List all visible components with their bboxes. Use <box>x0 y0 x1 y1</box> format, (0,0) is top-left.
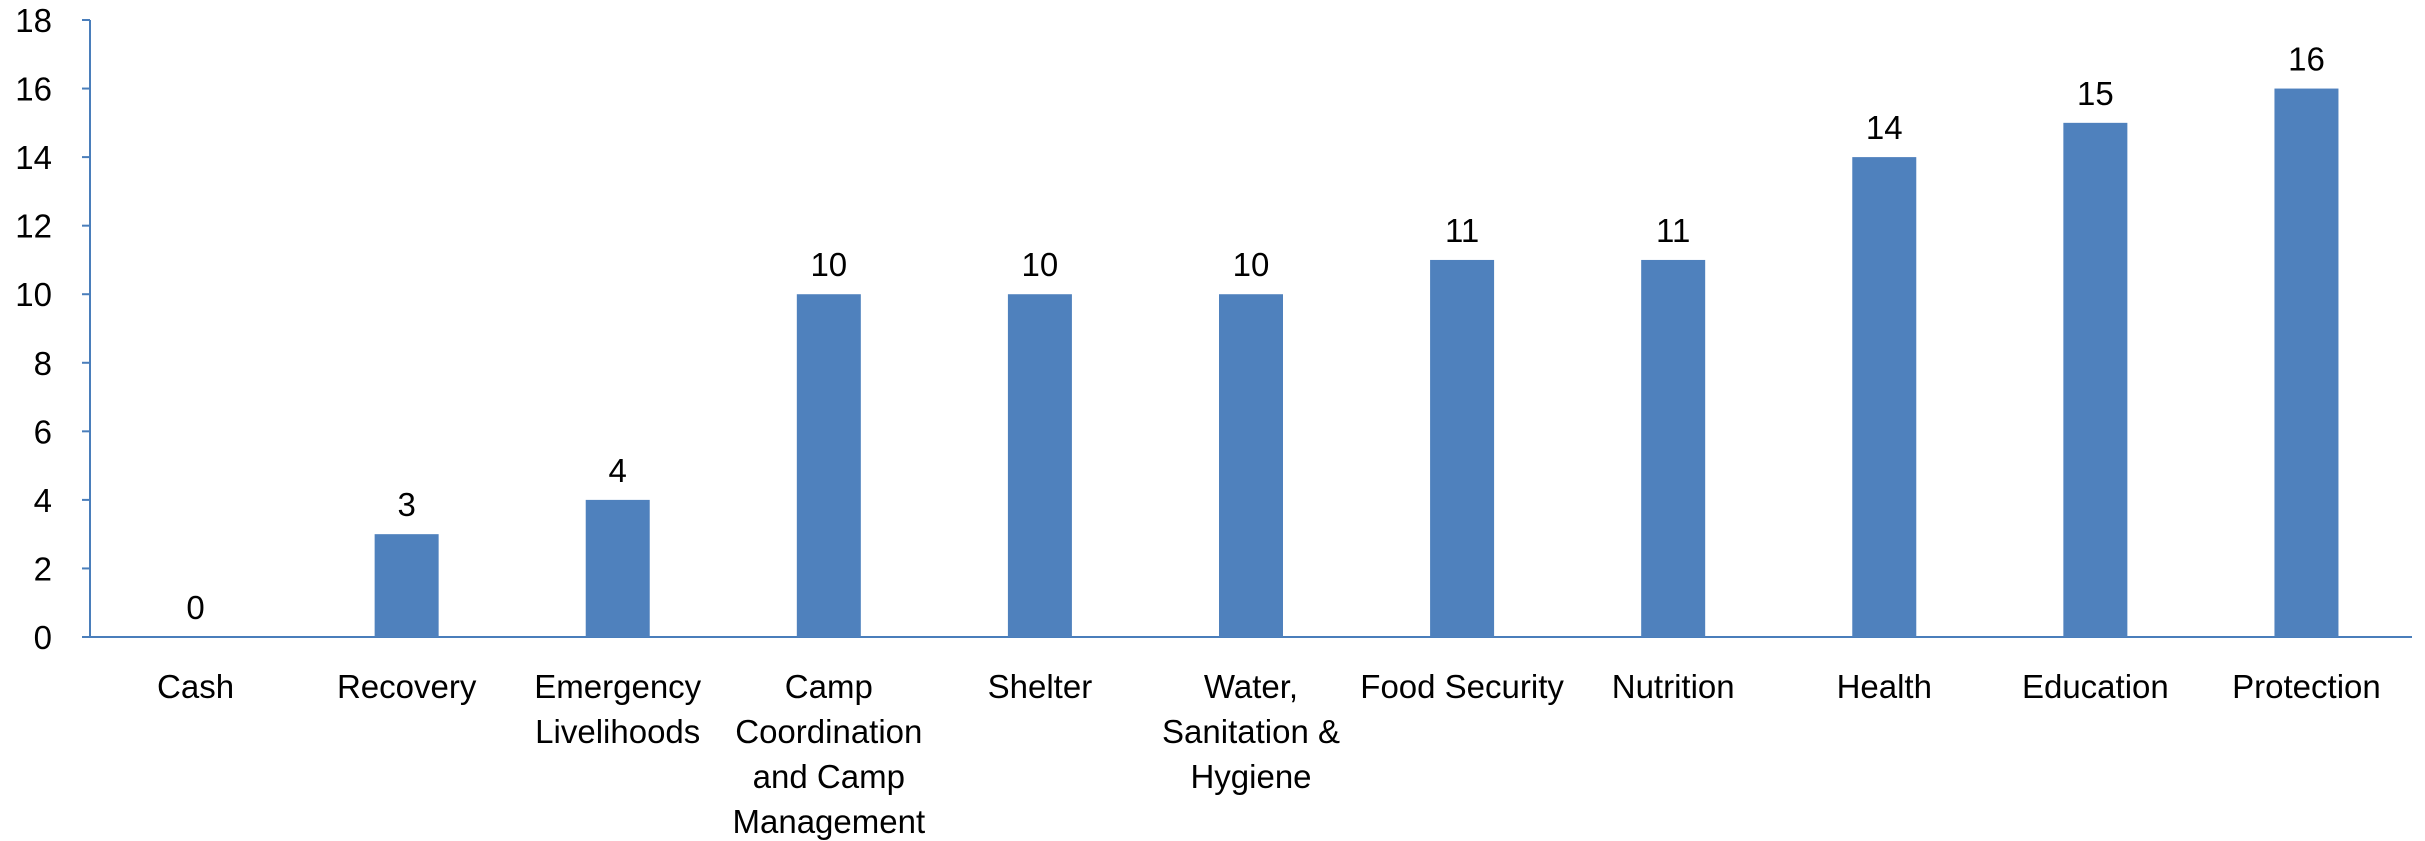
bar <box>585 499 650 637</box>
y-tick-label: 18 <box>15 2 52 39</box>
bar <box>374 534 439 637</box>
x-tick-label: Recovery <box>337 668 477 705</box>
data-label: 10 <box>1022 246 1059 283</box>
bar <box>1007 294 1072 637</box>
y-tick-label: 12 <box>15 208 52 245</box>
x-tick-label: Protection <box>2232 668 2381 705</box>
data-label: 0 <box>186 589 204 626</box>
data-label: 15 <box>2077 75 2114 112</box>
x-tick-label: Shelter <box>988 668 1093 705</box>
data-label: 11 <box>1445 212 1479 249</box>
bar <box>1430 259 1495 637</box>
data-label: 10 <box>1233 246 1270 283</box>
y-tick-label: 8 <box>34 345 52 382</box>
bar <box>1852 157 1917 637</box>
y-tick-label: 0 <box>34 619 52 656</box>
bars <box>374 88 2339 638</box>
data-label: 11 <box>1656 212 1690 249</box>
y-tick-label: 2 <box>34 550 52 587</box>
x-tick-label: Education <box>2022 668 2169 705</box>
data-label: 10 <box>810 246 847 283</box>
data-label: 4 <box>609 452 627 489</box>
bar <box>1219 294 1283 637</box>
y-tick-label: 14 <box>15 139 52 176</box>
x-tick-label: Health <box>1837 668 1932 705</box>
y-tick-label: 4 <box>34 482 52 519</box>
category-labels: Cash Recovery Emergency Livelihoods Camp Coor… <box>157 668 2381 840</box>
data-label: 16 <box>2288 41 2325 78</box>
x-tick-label: Cash <box>157 668 234 705</box>
bar <box>2063 122 2128 638</box>
bar <box>2274 88 2339 638</box>
x-tick-label: Camp Coordination and Camp Management <box>733 668 926 840</box>
bar <box>1641 259 1706 637</box>
y-tick-label: 10 <box>15 276 52 313</box>
x-tick-label: Emergency Livelihoods <box>534 668 701 750</box>
y-tick-label: 6 <box>34 413 52 450</box>
data-label: 3 <box>397 486 415 523</box>
x-tick-label: Water, Sanitation & Hygiene <box>1162 668 1340 795</box>
x-tick-label: Nutrition <box>1612 668 1735 705</box>
bar <box>796 294 861 637</box>
y-axis: 0 2 4 6 8 10 12 14 16 18 <box>15 2 91 656</box>
y-tick-label: 16 <box>15 71 52 108</box>
data-label: 14 <box>1866 109 1903 146</box>
x-tick-label: Food Security <box>1360 668 1564 705</box>
data-labels: 0 3 4 10 10 10 11 11 14 15 16 <box>186 41 2324 626</box>
